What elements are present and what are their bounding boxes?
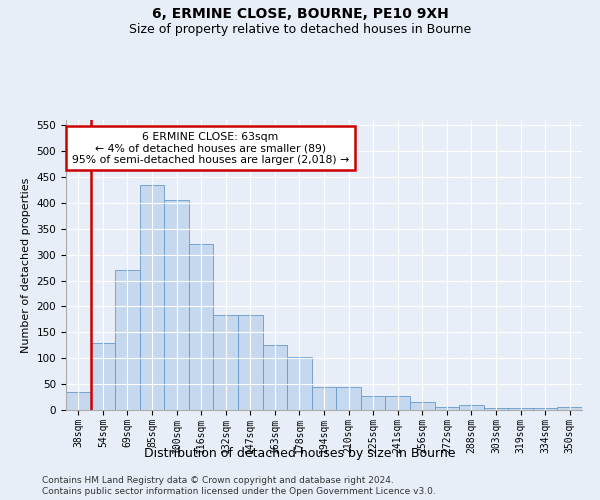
Bar	[336, 386, 361, 410]
Bar	[115, 270, 140, 410]
Bar	[508, 408, 533, 410]
Text: Distribution of detached houses by size in Bourne: Distribution of detached houses by size …	[144, 448, 456, 460]
Bar	[140, 184, 164, 410]
Y-axis label: Number of detached properties: Number of detached properties	[21, 178, 31, 352]
Bar	[557, 407, 582, 410]
Bar	[91, 342, 115, 410]
Bar	[189, 244, 214, 410]
Text: 6 ERMINE CLOSE: 63sqm
← 4% of detached houses are smaller (89)
95% of semi-detac: 6 ERMINE CLOSE: 63sqm ← 4% of detached h…	[72, 132, 349, 165]
Bar	[287, 356, 312, 410]
Bar	[164, 200, 189, 410]
Bar	[434, 407, 459, 410]
Bar	[361, 396, 385, 410]
Bar	[533, 408, 557, 410]
Bar	[385, 396, 410, 410]
Bar	[214, 315, 238, 410]
Text: 6, ERMINE CLOSE, BOURNE, PE10 9XH: 6, ERMINE CLOSE, BOURNE, PE10 9XH	[152, 8, 448, 22]
Bar	[263, 346, 287, 410]
Bar	[484, 408, 508, 410]
Bar	[459, 405, 484, 410]
Text: Contains HM Land Registry data © Crown copyright and database right 2024.: Contains HM Land Registry data © Crown c…	[42, 476, 394, 485]
Bar	[238, 315, 263, 410]
Text: Contains public sector information licensed under the Open Government Licence v3: Contains public sector information licen…	[42, 488, 436, 496]
Bar	[66, 392, 91, 410]
Text: Size of property relative to detached houses in Bourne: Size of property relative to detached ho…	[129, 22, 471, 36]
Bar	[312, 386, 336, 410]
Bar	[410, 402, 434, 410]
